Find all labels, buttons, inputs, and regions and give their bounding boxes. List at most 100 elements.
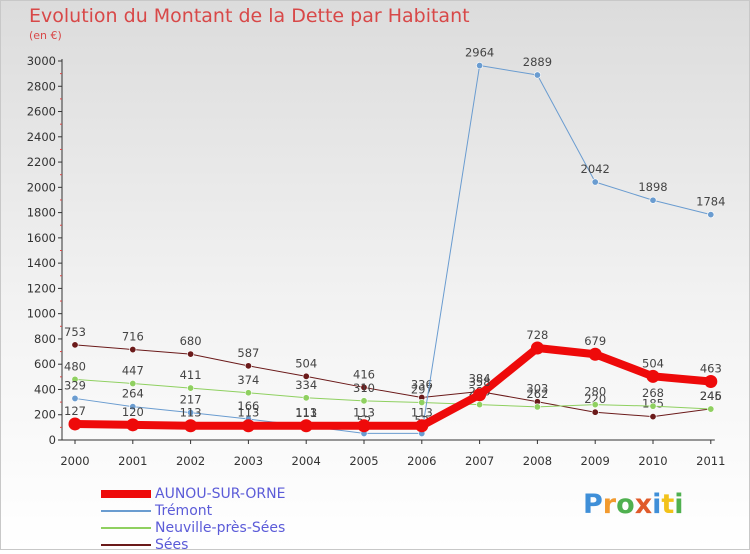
x-tick-label: 2008 bbox=[523, 454, 552, 468]
data-label-neuville-pres-sees: 411 bbox=[180, 368, 202, 382]
data-label-neuville-pres-sees: 374 bbox=[237, 373, 259, 387]
data-label-neuville-pres-sees: 334 bbox=[295, 378, 317, 392]
data-label-sees: 220 bbox=[584, 392, 606, 406]
data-point-neuville-pres-sees bbox=[591, 401, 599, 409]
x-tick-label: 2009 bbox=[581, 454, 610, 468]
data-point-sees bbox=[244, 362, 252, 370]
y-tick-label: 2800 bbox=[27, 79, 56, 93]
data-label-sees: 246 bbox=[700, 389, 722, 403]
x-tick-label: 2006 bbox=[407, 454, 436, 468]
data-point-tremont bbox=[187, 409, 195, 417]
data-label-aunou-sur-orne: 679 bbox=[584, 334, 606, 348]
legend-label: AUNOU-SUR-ORNE bbox=[155, 486, 286, 502]
logo-letter: i bbox=[652, 489, 662, 520]
logo-letter: i bbox=[674, 489, 684, 520]
data-label-sees: 716 bbox=[122, 330, 144, 344]
data-point-tremont bbox=[71, 394, 79, 402]
data-point-neuville-pres-sees bbox=[476, 401, 484, 409]
logo-letter: t bbox=[661, 489, 675, 520]
y-tick-label: 1200 bbox=[27, 281, 56, 295]
data-point-neuville-pres-sees bbox=[129, 380, 137, 388]
proxiti-logo: Proxiti bbox=[583, 489, 684, 520]
data-point-neuville-pres-sees bbox=[71, 375, 79, 383]
x-tick-label: 2011 bbox=[696, 454, 725, 468]
y-tick-label: 400 bbox=[34, 382, 56, 396]
y-tick-label: 2600 bbox=[27, 105, 56, 119]
data-point-sees bbox=[71, 341, 79, 349]
data-point-tremont bbox=[591, 178, 599, 186]
logo-letter: r bbox=[602, 489, 617, 520]
x-tick-label: 2010 bbox=[638, 454, 667, 468]
data-label-aunou-sur-orne: 728 bbox=[526, 328, 548, 342]
legend-label: Sées bbox=[155, 537, 189, 553]
data-label-sees: 504 bbox=[295, 356, 317, 370]
data-point-sees bbox=[649, 413, 657, 421]
y-tick-label: 1400 bbox=[27, 256, 56, 270]
data-label-tremont: 1784 bbox=[696, 195, 725, 209]
data-point-sees bbox=[360, 383, 368, 391]
data-label-sees: 303 bbox=[526, 382, 548, 396]
data-label-sees: 587 bbox=[237, 346, 259, 360]
data-label-aunou-sur-orne: 113 bbox=[237, 406, 259, 420]
x-tick-label: 2001 bbox=[118, 454, 147, 468]
data-label-neuville-pres-sees: 268 bbox=[642, 386, 664, 400]
data-point-neuville-pres-sees bbox=[533, 403, 541, 411]
data-label-sees: 680 bbox=[180, 334, 202, 348]
y-tick-label: 1800 bbox=[27, 206, 56, 220]
y-tick-label: 600 bbox=[34, 357, 56, 371]
data-label-aunou-sur-orne: 113 bbox=[353, 406, 375, 420]
data-point-aunou-sur-orne bbox=[126, 418, 140, 432]
data-label-tremont: 2964 bbox=[465, 46, 494, 60]
data-label-sees: 336 bbox=[411, 378, 433, 392]
data-point-neuville-pres-sees bbox=[302, 394, 310, 402]
data-label-tremont: 1898 bbox=[638, 180, 667, 194]
data-label-aunou-sur-orne: 113 bbox=[295, 406, 317, 420]
legend-swatch bbox=[101, 527, 151, 529]
data-label-tremont: 217 bbox=[180, 393, 202, 407]
data-point-aunou-sur-orne bbox=[241, 419, 255, 433]
data-point-tremont bbox=[129, 403, 137, 411]
legend-swatch bbox=[101, 510, 151, 512]
x-tick-label: 2000 bbox=[60, 454, 89, 468]
data-label-neuville-pres-sees: 480 bbox=[64, 359, 86, 373]
legend-swatch bbox=[101, 490, 151, 498]
data-label-tremont: 2889 bbox=[523, 55, 552, 69]
legend-label: Neuville-près-Sées bbox=[155, 520, 286, 536]
data-label-neuville-pres-sees: 447 bbox=[122, 364, 144, 378]
series-line-sees bbox=[74, 344, 712, 418]
data-point-aunou-sur-orne bbox=[704, 375, 718, 389]
legend-swatch bbox=[101, 544, 151, 546]
data-label-tremont: 264 bbox=[122, 387, 144, 401]
y-tick-label: 800 bbox=[34, 332, 56, 346]
data-label-aunou-sur-orne: 127 bbox=[64, 404, 86, 418]
y-tick-label: 1000 bbox=[27, 307, 56, 321]
data-label-aunou-sur-orne: 113 bbox=[411, 406, 433, 420]
data-point-tremont bbox=[476, 62, 484, 70]
data-point-neuville-pres-sees bbox=[707, 405, 715, 413]
data-point-aunou-sur-orne bbox=[184, 419, 198, 433]
data-label-aunou-sur-orne: 113 bbox=[180, 406, 202, 420]
chart-unit-label: (en €) bbox=[29, 29, 62, 42]
chart-title: Evolution du Montant de la Dette par Hab… bbox=[29, 5, 470, 27]
logo-letter: P bbox=[583, 489, 603, 520]
series-line-aunou-sur-orne bbox=[71, 344, 715, 430]
x-tick-label: 2005 bbox=[349, 454, 378, 468]
y-tick-label: 2400 bbox=[27, 130, 56, 144]
data-label-tremont: 111 bbox=[295, 406, 317, 420]
x-tick-label: 2002 bbox=[176, 454, 205, 468]
logo-letter: o bbox=[616, 489, 635, 520]
data-label-sees: 753 bbox=[64, 325, 86, 339]
data-label-aunou-sur-orne: 463 bbox=[700, 362, 722, 376]
data-point-neuville-pres-sees bbox=[418, 398, 426, 406]
data-point-aunou-sur-orne bbox=[646, 369, 660, 383]
data-label-tremont: 166 bbox=[237, 399, 259, 413]
data-point-neuville-pres-sees bbox=[244, 389, 252, 397]
data-label-tremont: 2042 bbox=[581, 162, 610, 176]
data-point-tremont bbox=[649, 196, 657, 204]
legend-item: Trémont bbox=[101, 503, 361, 520]
data-label-aunou-sur-orne: 358 bbox=[469, 375, 491, 389]
data-point-neuville-pres-sees bbox=[360, 397, 368, 405]
y-tick-label: 3000 bbox=[27, 54, 56, 68]
data-point-aunou-sur-orne bbox=[588, 347, 602, 361]
data-label-aunou-sur-orne: 504 bbox=[642, 356, 664, 370]
